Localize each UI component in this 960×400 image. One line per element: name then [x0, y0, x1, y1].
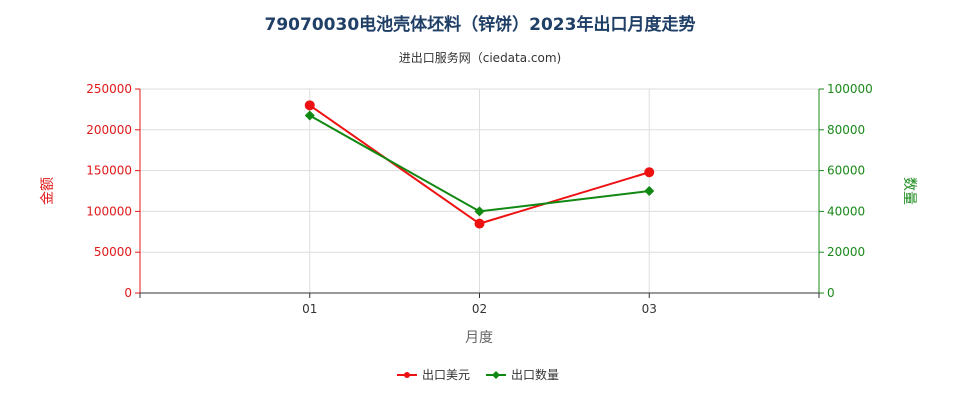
series-0-point: [304, 100, 315, 111]
left-tick-label: 150000: [86, 164, 132, 178]
gridlines: [140, 88, 820, 293]
series-1-point: [474, 206, 485, 217]
x-axis-title: 月度: [465, 330, 493, 346]
legend-usd-marker: [404, 372, 410, 378]
left-tick-label: 200000: [86, 123, 132, 137]
left-axis-title: 金额: [40, 177, 56, 205]
legend-qty-marker: [492, 371, 500, 379]
right-tick-label: 60000: [827, 164, 865, 178]
right-axis-title: 数量: [901, 177, 917, 205]
x-tick-label: 01: [302, 302, 317, 316]
series-group: [304, 100, 655, 229]
legend-item-usd[interactable]: 出口美元: [397, 368, 470, 382]
legend: 出口美元 出口数量: [397, 367, 559, 382]
chart-title: 79070030电池壳体坯料（锌饼）2023年出口月度走势: [265, 14, 696, 35]
legend-usd-label: 出口美元: [422, 368, 470, 382]
left-axis-ticks: 0 50000 100000 150000 200000 250000: [86, 82, 140, 300]
legend-item-qty[interactable]: 出口数量: [486, 367, 559, 382]
right-axis-ticks: 0 20000 40000 60000 80000 100000: [819, 82, 873, 300]
right-tick-label: 80000: [827, 123, 865, 137]
left-tick-label: 100000: [86, 204, 132, 218]
legend-qty-label: 出口数量: [511, 367, 559, 382]
series-1-point: [304, 110, 315, 121]
right-tick-label: 40000: [827, 204, 865, 218]
right-tick-label: 20000: [827, 245, 865, 259]
left-tick-label: 50000: [94, 245, 132, 259]
chart-subtitle: 进出口服务网（ciedata.com): [399, 50, 561, 65]
right-tick-label: 100000: [827, 82, 873, 96]
x-tick-label: 03: [642, 302, 657, 316]
series-1-point: [644, 186, 655, 196]
series-0-point: [644, 167, 655, 178]
x-tick-label: 02: [472, 302, 487, 316]
series-0-point: [474, 218, 485, 229]
left-tick-label: 0: [124, 286, 132, 300]
x-axis-ticks: 01 02 03: [139, 293, 820, 316]
left-tick-label: 250000: [86, 82, 132, 96]
right-tick-label: 0: [827, 286, 835, 300]
